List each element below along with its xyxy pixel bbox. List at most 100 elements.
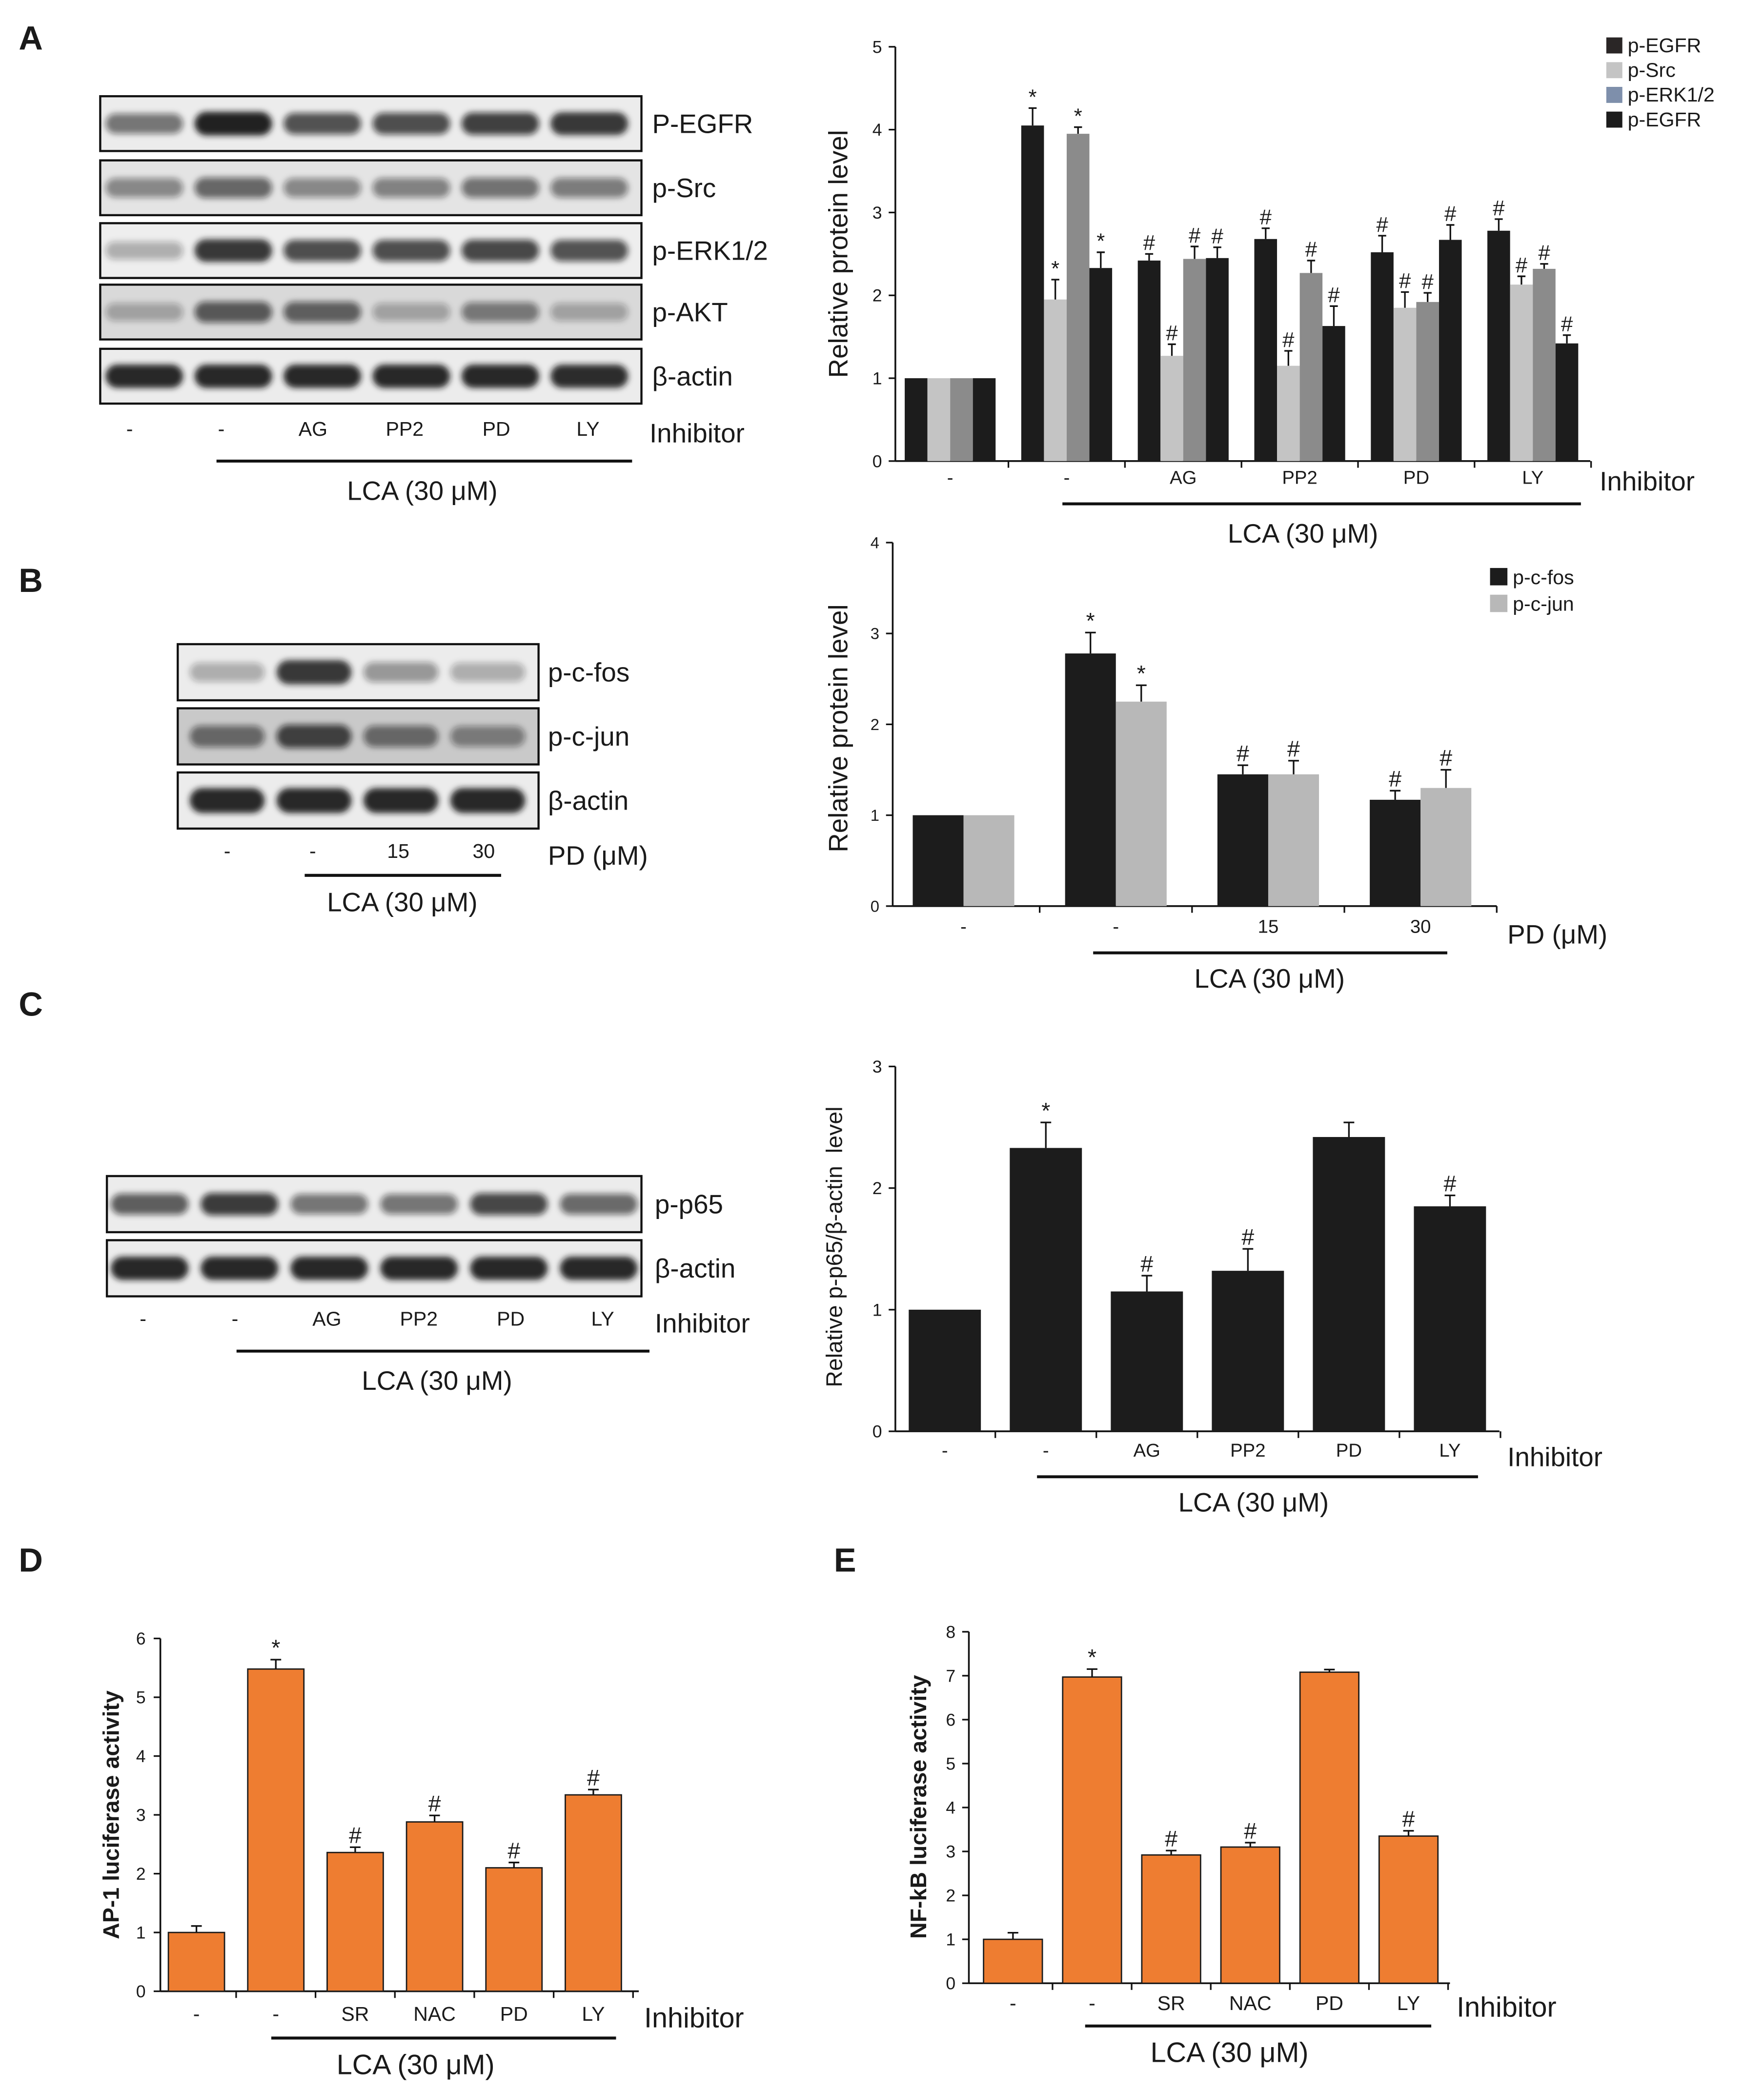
lane-label: LY [576, 418, 599, 440]
bar [326, 1851, 384, 1992]
lane-label: PP2 [385, 418, 424, 440]
bar [1414, 1206, 1486, 1432]
y-tick-label: 6 [136, 1629, 146, 1648]
legend-label: p-c-fos [1513, 566, 1574, 589]
y-tick-label: 2 [871, 715, 879, 733]
significance-marker: # [1376, 213, 1388, 237]
lane-label: 30 [473, 840, 495, 862]
x-tick-label: SR [341, 2003, 369, 2025]
y-tick-label: 3 [871, 625, 879, 643]
legend-swatch [1606, 111, 1622, 128]
bar [1141, 1854, 1201, 1984]
significance-marker: # [1166, 321, 1178, 345]
significance-marker: # [1305, 238, 1318, 262]
protein-band [372, 113, 450, 135]
bar [1220, 1846, 1280, 1984]
blot-row-label: p-AKT [652, 297, 728, 327]
protein-band [284, 302, 361, 323]
lane-label: - [140, 1308, 146, 1330]
x-tick-label: PD [500, 2003, 528, 2025]
bar [1010, 1148, 1082, 1432]
x-tick-label: PD [1336, 1440, 1362, 1461]
treatment-label: LCA (30 μM) [362, 1365, 512, 1396]
x-tick-label: NAC [413, 2003, 456, 2025]
y-tick-label: 4 [872, 120, 882, 140]
blot-row-label: p-p65 [655, 1189, 723, 1219]
bar [1021, 125, 1044, 461]
bar [406, 1821, 464, 1992]
protein-band [363, 788, 439, 813]
bar-chart-b: 0 1 2 3 4 * # # * # # - - 15 30 PD (μM) LCA (30 μM) Relat… [823, 533, 1607, 993]
protein-band [363, 726, 439, 747]
significance-marker: # [1444, 202, 1457, 226]
blot-row-label: β-actin [652, 361, 732, 391]
protein-band [111, 1257, 189, 1280]
bar [1111, 1291, 1183, 1432]
bar [983, 1938, 1043, 1984]
x-tick-label: AG [1134, 1440, 1160, 1461]
bar [1277, 366, 1300, 461]
significance-marker: # [1244, 1818, 1257, 1844]
protein-band [284, 178, 361, 198]
y-tick-label: 2 [872, 286, 882, 305]
bar [1313, 1137, 1385, 1432]
protein-band [105, 303, 183, 321]
x-tick-label: PP2 [1230, 1440, 1265, 1461]
y-tick-label: 8 [946, 1622, 955, 1642]
legend-swatch [1606, 87, 1622, 103]
bar [927, 378, 951, 461]
protein-band [550, 365, 629, 388]
significance-marker: * [1041, 1098, 1050, 1123]
x-tick-label: - [947, 467, 953, 488]
x-tick-label: LY [1439, 1440, 1460, 1461]
protein-band [194, 239, 272, 262]
lane-label: PD [497, 1308, 525, 1330]
y-tick-label: 4 [136, 1747, 146, 1766]
x-axis-label: Inhibitor [1507, 1442, 1602, 1472]
x-tick-label: PD [1403, 467, 1429, 488]
x-tick-label: SR [1157, 1992, 1185, 2014]
x-tick-label: - [272, 2003, 279, 2025]
y-tick-label: 4 [946, 1798, 955, 1817]
y-tick-label: 3 [872, 1057, 882, 1076]
legend-label: p-ERK1/2 [1628, 83, 1715, 106]
western-blot-a: P-EGFR p-Src p-ERK1/2 p-AKT β-actin - - AG PP2 PD… [99, 95, 768, 506]
protein-band [450, 663, 526, 682]
protein-band [372, 178, 450, 198]
protein-band [194, 177, 272, 198]
protein-band [461, 178, 539, 198]
significance-marker: # [1165, 1826, 1177, 1851]
bar [1212, 1271, 1284, 1432]
bar [1439, 240, 1462, 461]
x-axis-label: Inhibitor [1457, 1992, 1557, 2023]
blot-strip [105, 1175, 643, 1234]
lane-label: - [224, 840, 231, 862]
x-tick-label: - [960, 916, 967, 937]
y-axis-label: NF-kB luciferase activity [906, 1675, 931, 1939]
protein-band [450, 726, 526, 747]
bar [1416, 302, 1439, 461]
legend: p-c-fos p-c-jun [1490, 566, 1574, 615]
protein-band [461, 240, 539, 262]
y-tick-label: 6 [946, 1710, 955, 1729]
significance-marker: # [349, 1823, 362, 1848]
blot-row: p-ERK1/2 [99, 222, 768, 279]
lane-label: PD [483, 418, 510, 440]
protein-band [105, 242, 183, 260]
bar [1322, 326, 1345, 461]
significance-marker: # [1237, 741, 1249, 766]
x-tick-label: LY [1397, 1992, 1420, 2014]
significance-marker: # [1538, 241, 1550, 265]
bar [950, 378, 973, 461]
y-tick-label: 1 [872, 369, 882, 388]
protein-band [290, 1194, 368, 1215]
treatment-label: LCA (30 μM) [1228, 518, 1379, 548]
bar [247, 1668, 305, 1992]
lane-label: AG [299, 418, 327, 440]
bar [905, 378, 928, 461]
significance-marker: # [587, 1765, 600, 1790]
lane-title: Inhibitor [649, 418, 745, 448]
significance-marker: # [1189, 223, 1201, 247]
x-tick-label: - [193, 2003, 200, 2025]
blot-row: p-p65 [105, 1175, 723, 1234]
